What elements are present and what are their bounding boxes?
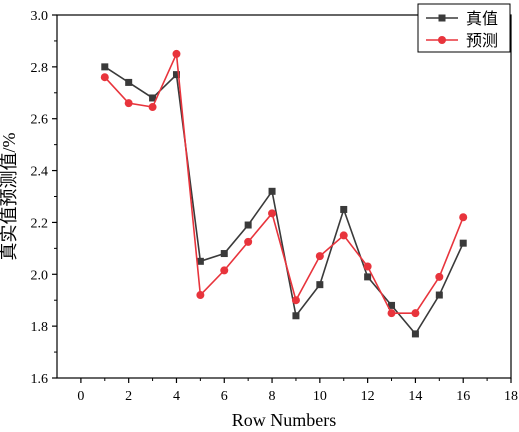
x-tick-label: 0 [77, 389, 84, 404]
y-tick-label: 2.6 [31, 113, 49, 128]
data-point [435, 291, 443, 299]
data-point [196, 291, 205, 300]
legend-label: 真值 [466, 10, 498, 28]
series-line [104, 50, 464, 314]
series-1 [101, 63, 467, 338]
series-line [104, 66, 464, 336]
data-point [364, 273, 372, 281]
data-point [124, 99, 133, 108]
x-tick-label: 16 [456, 389, 470, 404]
data-point [292, 312, 300, 320]
x-tick-label: 8 [269, 389, 276, 404]
axes-layer: 0 2 4 6 8 10 12 14 16 18 1.6 1.8 2.0 2.2 2.4 2.6 2.8 3.0 [31, 9, 519, 404]
data-point [459, 213, 468, 222]
data-point [339, 231, 348, 240]
data-point [268, 209, 277, 218]
data-point [148, 103, 157, 112]
legend-marker [438, 14, 446, 22]
data-point [268, 187, 276, 195]
legend-box [417, 3, 511, 53]
legend-marker [438, 36, 446, 44]
data-point [340, 205, 348, 213]
data-point [220, 266, 229, 275]
x-tick-label: 10 [313, 389, 327, 404]
x-tick-label: 6 [221, 389, 228, 404]
data-point [459, 239, 467, 247]
data-point [220, 250, 228, 258]
data-point [244, 221, 252, 229]
y-tick-label: 1.6 [31, 372, 49, 387]
y-tick-label: 2.0 [31, 268, 49, 283]
data-point [125, 78, 133, 86]
y-tick-label: 2.4 [31, 165, 49, 180]
data-point [316, 281, 324, 289]
y-tick-label: 1.8 [31, 320, 49, 335]
legend-label: 预测 [466, 32, 498, 50]
data-point [196, 257, 204, 265]
data-point [172, 49, 181, 58]
y-axis-title: 真实值预测值/% [0, 132, 19, 260]
x-tick-label: 4 [173, 389, 180, 404]
data-point [435, 272, 444, 281]
data-point [172, 71, 180, 79]
data-point [291, 296, 300, 305]
y-tick-label: 3.0 [31, 9, 49, 24]
data-point [100, 73, 109, 82]
plot-frame [56, 14, 512, 379]
data-point [315, 252, 324, 261]
x-tick-label: 2 [125, 389, 132, 404]
data-point [244, 237, 253, 246]
series-2 [100, 49, 468, 318]
data-point [387, 309, 396, 318]
plot-layer [100, 49, 468, 338]
y-tick-label: 2.8 [31, 61, 49, 76]
data-point [388, 301, 396, 309]
x-tick-label: 12 [361, 389, 375, 404]
x-tick-label: 14 [408, 389, 422, 404]
data-point [101, 63, 109, 71]
data-point [411, 330, 419, 338]
data-point [149, 94, 157, 102]
data-point [363, 262, 372, 271]
x-tick-label: 18 [504, 389, 518, 404]
data-point [411, 309, 420, 318]
x-axis-title: Row Numbers [232, 410, 337, 430]
y-tick-label: 2.2 [31, 216, 49, 231]
